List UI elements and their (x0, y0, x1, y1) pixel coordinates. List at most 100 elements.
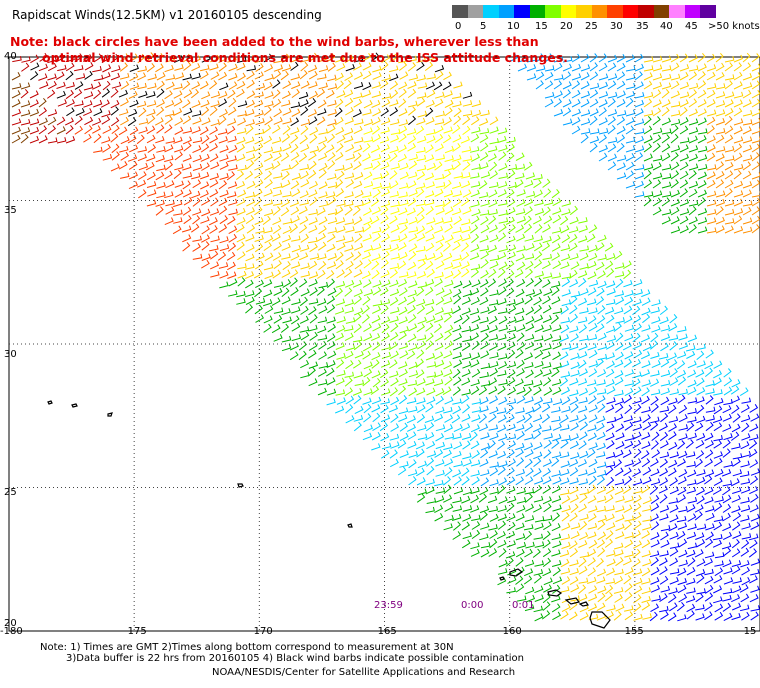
wind-barb (487, 153, 497, 162)
wind-barb (616, 142, 625, 153)
wind-barb (453, 234, 463, 244)
wind-barb (489, 181, 499, 189)
wind-barb (551, 485, 561, 494)
wind-barb (380, 200, 391, 208)
wind-barb (588, 442, 598, 450)
wind-barb (597, 547, 606, 557)
wind-barb (452, 352, 462, 360)
wind-barb (416, 271, 427, 279)
wind-barb (273, 152, 282, 162)
wind-barb (344, 306, 354, 314)
wind-barb (182, 189, 192, 198)
wind-barb (210, 71, 220, 80)
wind-barb (679, 106, 688, 117)
wind-barb (688, 224, 697, 234)
wind-barb (453, 216, 463, 226)
wind-barb (685, 439, 694, 449)
colorbar-swatch (467, 5, 484, 18)
wind-barb (551, 523, 561, 532)
wind-barb (334, 72, 344, 82)
wind-barb (570, 422, 579, 432)
wind-barb (316, 88, 326, 98)
wind-barb (715, 91, 726, 99)
wind-barb (578, 270, 588, 279)
wind-barb (174, 117, 184, 126)
wind-barb (515, 407, 525, 414)
wind-barb (507, 521, 516, 531)
wind-barb (696, 360, 706, 368)
colorbar-label: >50 knots (708, 21, 760, 32)
wind-barb (407, 88, 417, 99)
wind-barb (515, 476, 525, 486)
wind-barb (704, 360, 714, 370)
wind-barb (607, 98, 616, 108)
wind-barb (433, 413, 444, 422)
wind-barb (353, 152, 362, 162)
wind-barb (136, 134, 145, 145)
wind-barb (641, 530, 651, 539)
wind-barb (506, 341, 516, 350)
wind-barb (434, 217, 444, 225)
wind-barb (569, 568, 579, 576)
wind-barb (408, 153, 419, 161)
wind-barb (326, 304, 336, 314)
wind-barb (308, 151, 317, 161)
wind-barb (118, 89, 128, 98)
wind-barb (525, 594, 536, 603)
wind-barb (695, 440, 705, 449)
wind-barb (336, 80, 345, 90)
wind-barb (562, 71, 572, 81)
wind-barb (487, 440, 496, 450)
wind-barb (515, 208, 526, 216)
wind-barb (362, 223, 372, 233)
wind-barb (497, 127, 508, 135)
wind-barb (706, 164, 717, 171)
wind-barb (579, 335, 589, 342)
wind-barb (444, 503, 454, 512)
wind-barb (227, 191, 237, 199)
wind-barb (607, 80, 617, 90)
wind-barb (182, 163, 192, 171)
wind-barb (616, 71, 626, 81)
wind-barb (344, 287, 353, 297)
wind-barb (687, 397, 698, 404)
wind-barb (696, 415, 706, 424)
wind-barb (596, 602, 606, 612)
wind-barb (580, 99, 590, 108)
wind-barb (442, 449, 452, 458)
wind-barb (290, 73, 301, 81)
wind-barb (569, 486, 579, 495)
wind-barb (497, 353, 508, 360)
wind-barb (336, 370, 346, 377)
wind-barb (38, 63, 48, 72)
wind-barb (426, 217, 436, 225)
wind-barb (353, 92, 363, 100)
wind-barb (100, 99, 110, 108)
wind-barb (389, 99, 399, 107)
wind-barb (235, 170, 245, 180)
wind-barb (695, 450, 705, 460)
wind-barb (444, 99, 454, 109)
wind-barb (515, 163, 526, 170)
wind-barb (209, 126, 218, 135)
wind-barb (327, 108, 337, 116)
wind-barb (578, 217, 588, 224)
wind-barb (489, 461, 499, 468)
wind-barb (281, 287, 290, 297)
wind-barb (452, 124, 461, 134)
wind-barb (372, 182, 383, 190)
wind-barb (739, 584, 749, 593)
wind-barb (669, 542, 680, 549)
wind-barb (173, 83, 183, 90)
wind-barb (20, 127, 31, 135)
wind-barb (498, 144, 508, 152)
wind-barb (724, 62, 734, 72)
wind-barb (553, 109, 564, 117)
wind-barb (111, 81, 122, 89)
wind-barb (497, 385, 506, 395)
wind-barb (317, 152, 328, 161)
wind-barb (299, 134, 308, 145)
wind-barb (697, 163, 708, 171)
wind-barb (641, 587, 652, 595)
wind-barb (624, 440, 634, 449)
